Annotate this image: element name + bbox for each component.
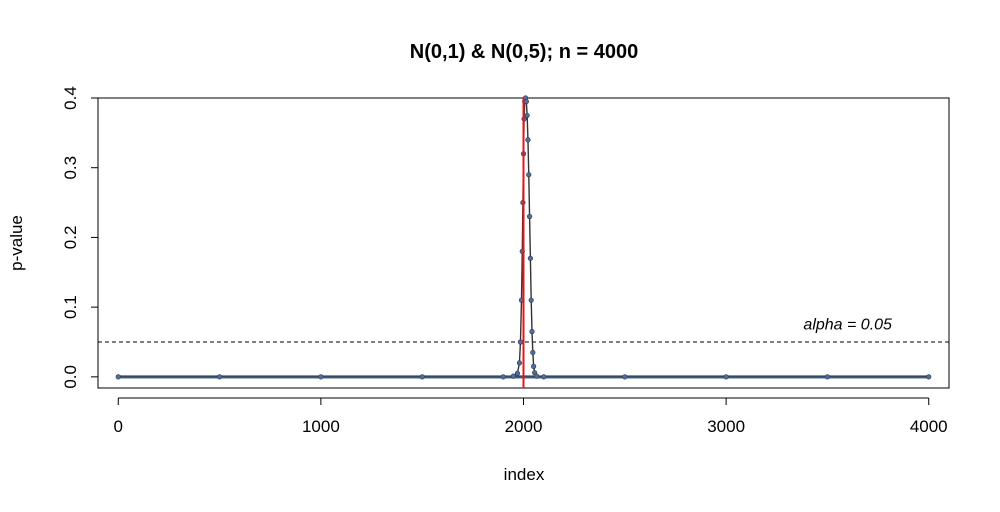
y-tick-label: 0.4: [61, 86, 80, 110]
x-axis-label: index: [504, 465, 545, 484]
data-point: [526, 172, 532, 178]
data-point: [514, 370, 521, 376]
alpha-annotation: alpha = 0.05: [803, 316, 892, 333]
plot-area: [98, 95, 949, 388]
data-point: [216, 374, 223, 380]
data-point: [541, 374, 547, 380]
data-point: [500, 374, 506, 380]
data-point: [525, 137, 531, 143]
x-axis: 0 1000 2000 3000 4000: [114, 397, 948, 436]
y-tick-label: 0.2: [61, 226, 80, 250]
data-point: [527, 255, 533, 261]
y-axis: 0.0 0.1 0.2 0.3 0.4: [61, 86, 99, 389]
data-point: [115, 374, 121, 380]
data-point: [523, 98, 529, 105]
x-tick-label: 3000: [707, 417, 745, 436]
data-point: [824, 374, 831, 380]
y-tick-label: 0.3: [61, 156, 80, 180]
data-point: [517, 339, 524, 345]
x-tick-label: 0: [114, 417, 123, 436]
data-point: [926, 374, 932, 380]
y-tick-label: 0.1: [61, 295, 80, 319]
data-point: [529, 328, 535, 335]
data-point: [516, 360, 523, 366]
data-point: [318, 374, 324, 380]
data-point: [531, 363, 537, 369]
data-point: [534, 373, 540, 379]
x-tick-label: 4000: [910, 417, 948, 436]
chart-title: N(0,1) & N(0,5); n = 4000: [410, 41, 638, 63]
data-point: [530, 349, 536, 356]
y-tick-label: 0.0: [61, 365, 80, 389]
data-point: [723, 374, 729, 380]
data-point: [622, 374, 628, 380]
data-point: [524, 112, 530, 119]
y-axis-label: p-value: [7, 215, 26, 271]
data-point: [510, 373, 516, 379]
data-point: [526, 213, 533, 220]
x-tick-label: 1000: [302, 417, 340, 436]
data-point: [528, 297, 534, 303]
x-tick-label: 2000: [505, 417, 543, 436]
data-point: [419, 374, 425, 380]
